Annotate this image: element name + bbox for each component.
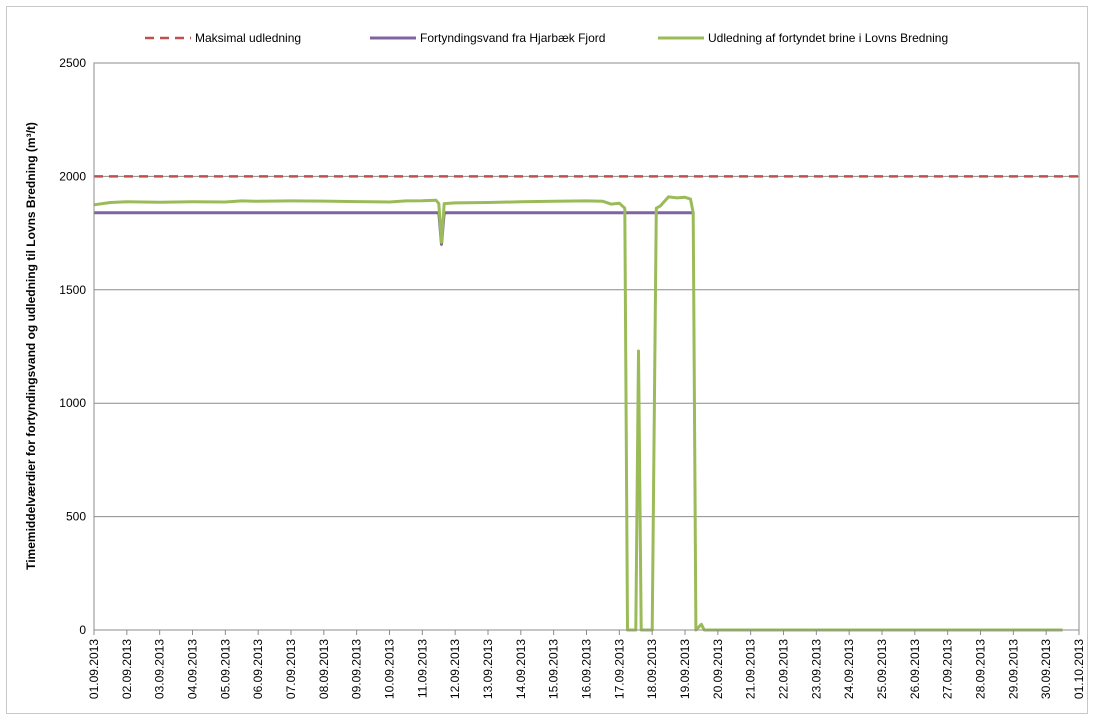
x-tick-label: 12.09.2013 — [448, 639, 462, 699]
legend-label-1: Maksimal udledning — [195, 31, 301, 45]
legend-label-3: Udledning af fortyndet brine i Lovns Bre… — [708, 31, 948, 45]
x-tick-label: 30.09.2013 — [1039, 639, 1053, 699]
y-tick-label: 2000 — [59, 169, 86, 183]
y-tick-label: 1500 — [59, 283, 86, 297]
x-tick-label: 25.09.2013 — [875, 639, 889, 699]
x-tick-label: 15.09.2013 — [547, 639, 561, 699]
x-tick-label: 02.09.2013 — [120, 639, 134, 699]
y-tick-label: 0 — [79, 623, 86, 637]
series-layer — [93, 175, 1079, 632]
y-tick-label: 1000 — [59, 396, 86, 410]
legend-label-2: Fortyndingsvand fra Hjarbæk Fjord — [420, 31, 605, 45]
x-tick-label: 01.09.2013 — [87, 639, 101, 699]
x-tick-label: 26.09.2013 — [908, 639, 922, 699]
x-tick-label: 03.09.2013 — [153, 639, 167, 699]
x-tick-label: 06.09.2013 — [251, 639, 265, 699]
legend: Maksimal udledning Fortyndingsvand fra Hj… — [145, 31, 948, 45]
x-tick-label: 09.09.2013 — [350, 639, 364, 699]
y-axis-title: Timemiddelværdier for fortyndingsvand og… — [24, 122, 38, 570]
grid-layer — [94, 62, 1079, 631]
x-tick-label: 10.09.2013 — [383, 639, 397, 699]
x-tick-label: 24.09.2013 — [842, 639, 856, 699]
x-tick-label: 07.09.2013 — [284, 639, 298, 699]
x-tick-label: 21.09.2013 — [744, 639, 758, 699]
x-tick-label: 17.09.2013 — [612, 639, 626, 699]
x-tick-label: 14.09.2013 — [514, 639, 528, 699]
x-tick-label: 04.09.2013 — [186, 639, 200, 699]
x-tick-label: 28.09.2013 — [974, 639, 988, 699]
x-tick-label: 01.10.2013 — [1072, 639, 1086, 699]
y-tick-label: 500 — [66, 510, 86, 524]
series-line-3 — [93, 195, 1063, 632]
x-tick-label: 05.09.2013 — [218, 639, 232, 699]
series-line-2 — [94, 211, 694, 246]
chart-frame — [6, 6, 1088, 714]
x-tick-label: 27.09.2013 — [941, 639, 955, 699]
x-tick-label: 23.09.2013 — [809, 639, 823, 699]
x-tick-label: 08.09.2013 — [317, 639, 331, 699]
x-tick-label: 22.09.2013 — [777, 639, 791, 699]
x-tick-label: 16.09.2013 — [580, 639, 594, 699]
x-tick-label: 20.09.2013 — [711, 639, 725, 699]
x-tick-label: 11.09.2013 — [415, 639, 429, 698]
x-tick-label: 29.09.2013 — [1006, 639, 1020, 699]
plot-area — [93, 62, 1080, 631]
x-tick-label: 13.09.2013 — [481, 639, 495, 699]
axis-layer: 0 500 1000 1500 2000 2500 01.09.2013 02.09.2013… — [59, 56, 1086, 699]
y-tick-label: 2500 — [59, 56, 86, 70]
x-tick-label: 19.09.2013 — [678, 639, 692, 699]
x-tick-label: 18.09.2013 — [645, 639, 659, 699]
